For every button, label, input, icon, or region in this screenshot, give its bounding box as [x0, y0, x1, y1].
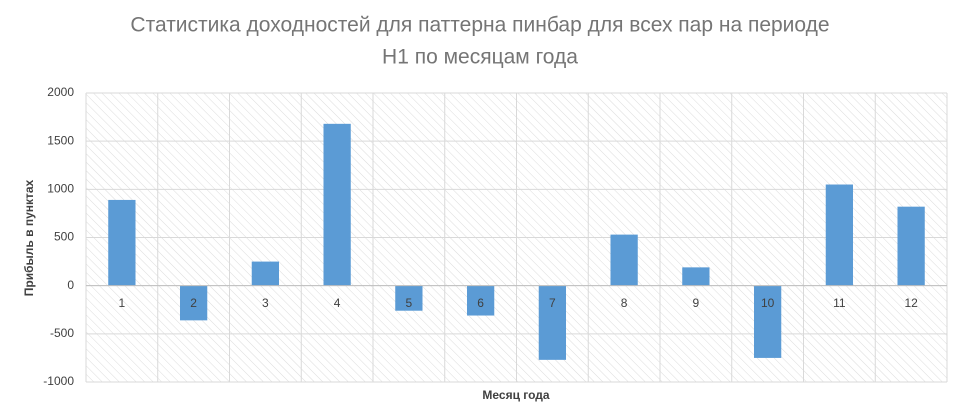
x-tick-label: 3: [262, 296, 269, 310]
bar: [897, 206, 925, 286]
bar: [682, 267, 710, 286]
bar: [610, 234, 638, 286]
x-axis-title: Месяц года: [482, 388, 550, 402]
x-tick-label: 9: [693, 296, 700, 310]
y-axis-title: Прибыль в пунктах: [22, 179, 36, 296]
y-tick-label: -1000: [43, 374, 74, 388]
x-tick-label: 5: [406, 296, 413, 310]
y-tick-label: 1500: [47, 133, 74, 147]
bar: [179, 285, 208, 321]
bar: [753, 285, 782, 358]
bar: [323, 123, 351, 286]
bar: [108, 199, 136, 286]
x-tick-label: 10: [761, 296, 775, 310]
x-tick-label: 7: [549, 296, 556, 310]
bar: [466, 285, 495, 316]
y-tick-label: 1000: [47, 182, 74, 196]
x-tick-label: 1: [119, 296, 126, 310]
bar: [251, 261, 280, 286]
x-tick-label: 8: [621, 296, 628, 310]
y-tick-label: 500: [54, 230, 74, 244]
x-tick-label: 11: [833, 296, 846, 310]
x-tick-label: 6: [477, 296, 484, 310]
chart-title: H1 по месяцам года: [382, 46, 578, 69]
bar: [538, 285, 567, 360]
bar: [825, 184, 854, 286]
y-tick-label: 0: [67, 278, 74, 292]
x-tick-label: 12: [904, 296, 918, 310]
bar: [395, 285, 423, 311]
x-tick-label: 2: [190, 296, 197, 310]
y-tick-label: 2000: [47, 85, 74, 99]
chart-title: Статистика доходностей для паттерна пинб…: [130, 14, 829, 37]
y-tick-label: -500: [50, 326, 74, 340]
x-tick-label: 4: [334, 296, 341, 310]
